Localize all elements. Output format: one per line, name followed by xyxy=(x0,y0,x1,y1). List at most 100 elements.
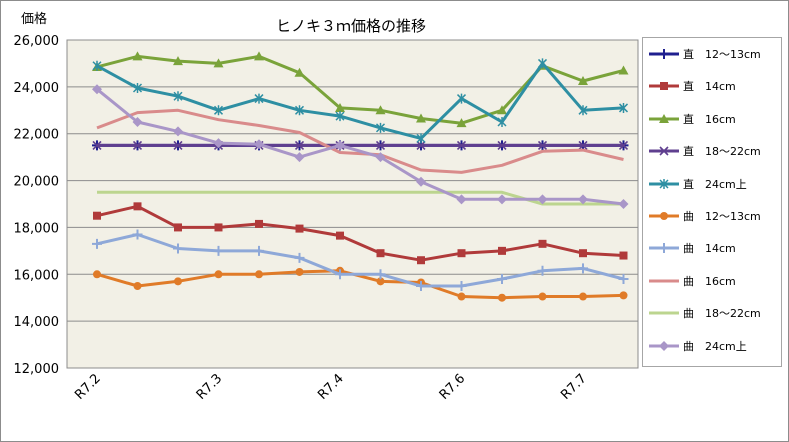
data-point xyxy=(92,238,102,249)
legend-item: 直 16cm xyxy=(647,109,779,129)
legend-item: 直 18～22cm xyxy=(647,141,779,161)
data-point xyxy=(498,293,506,302)
data-point xyxy=(537,265,548,276)
series-line xyxy=(97,190,624,206)
data-point xyxy=(92,140,102,150)
data-point xyxy=(659,113,669,123)
data-point xyxy=(173,140,183,150)
data-point xyxy=(660,212,668,220)
y-tick-label: 20,000 xyxy=(14,175,60,190)
legend-item: 曲 18～22cm xyxy=(647,303,779,323)
data-point xyxy=(93,270,101,279)
legend-item: 直 12～13cm xyxy=(647,44,779,64)
legend-label: 直 14cm xyxy=(683,80,736,94)
data-point xyxy=(538,292,547,301)
data-point xyxy=(618,65,629,75)
data-point xyxy=(456,281,467,291)
data-point xyxy=(619,251,628,260)
legend-item: 直 14cm xyxy=(647,76,779,96)
legend-swatch xyxy=(649,311,679,315)
data-point xyxy=(173,243,183,254)
data-point xyxy=(174,223,182,232)
legend-label: 直 12～13cm xyxy=(683,48,761,61)
data-point xyxy=(659,243,669,254)
legend-label: 直 16cm xyxy=(683,112,736,126)
legend-swatch xyxy=(649,340,679,351)
data-point xyxy=(660,82,668,91)
data-point xyxy=(497,140,507,150)
legend-swatch xyxy=(649,82,679,91)
data-point xyxy=(416,281,426,291)
y-tick-label: 22,000 xyxy=(14,128,60,143)
series-2 xyxy=(93,202,628,265)
data-point xyxy=(213,245,224,256)
data-point xyxy=(294,252,305,263)
data-point xyxy=(335,102,345,112)
legend-item: 直 24cm上 xyxy=(647,174,779,194)
legend-label: 曲 18～22cm xyxy=(683,307,761,321)
series-4 xyxy=(92,140,629,150)
data-point xyxy=(255,270,263,279)
data-point xyxy=(578,105,588,116)
legend-label: 曲 24cm上 xyxy=(683,339,747,353)
data-point xyxy=(335,269,345,280)
y-tick-label: 26,000 xyxy=(14,34,60,49)
data-point xyxy=(375,140,386,150)
data-point xyxy=(497,105,507,115)
data-point xyxy=(375,105,386,115)
x-tick-label: R7.2 xyxy=(72,371,104,403)
series-8 xyxy=(96,108,624,174)
data-point xyxy=(457,292,466,301)
data-point xyxy=(254,51,264,61)
y-tick-label: 18,000 xyxy=(14,221,60,236)
data-point xyxy=(497,273,507,284)
data-point xyxy=(578,140,588,150)
series-line xyxy=(96,269,624,300)
data-point xyxy=(295,224,304,233)
data-point xyxy=(336,231,344,240)
data-point xyxy=(497,117,507,127)
data-point xyxy=(132,51,143,61)
data-point xyxy=(213,105,224,116)
data-point xyxy=(417,256,425,265)
data-point xyxy=(93,211,101,220)
legend-swatch xyxy=(649,178,679,189)
data-point xyxy=(578,263,588,274)
data-point xyxy=(375,269,386,280)
data-point xyxy=(254,93,264,104)
series-line xyxy=(96,88,624,206)
data-point xyxy=(133,282,142,290)
data-point xyxy=(214,223,223,232)
data-point xyxy=(213,58,224,68)
data-point xyxy=(214,270,223,279)
x-tick-label: R7.7 xyxy=(558,371,590,403)
data-point xyxy=(579,292,587,301)
data-point xyxy=(456,140,467,150)
data-point xyxy=(335,140,345,151)
series-5 xyxy=(92,58,629,144)
legend-swatch xyxy=(649,113,679,123)
data-point xyxy=(213,138,224,149)
data-point xyxy=(537,58,548,69)
data-point xyxy=(659,178,669,189)
data-point xyxy=(456,93,467,104)
data-point xyxy=(255,219,263,228)
series-6 xyxy=(93,266,628,302)
data-point xyxy=(497,194,507,205)
data-point xyxy=(295,267,304,276)
data-point xyxy=(335,111,345,122)
legend-swatch xyxy=(649,212,679,220)
data-point xyxy=(254,139,264,150)
data-point xyxy=(618,273,629,284)
legend-item: 曲 12～13cm xyxy=(647,206,779,226)
data-point xyxy=(132,83,143,94)
data-point xyxy=(173,126,183,137)
data-point xyxy=(294,67,305,77)
series-7 xyxy=(92,229,629,291)
legend-swatch xyxy=(649,279,679,283)
data-point xyxy=(579,249,587,258)
data-point xyxy=(498,246,506,255)
series-10 xyxy=(92,84,629,209)
series-line xyxy=(96,204,624,262)
